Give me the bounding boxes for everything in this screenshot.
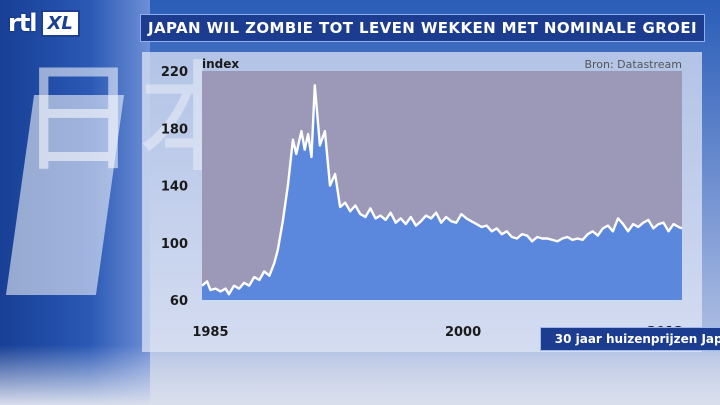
headline-text: JAPAN WIL ZOMBIE TOT LEVEN WEKKEN MET NO…: [148, 19, 697, 37]
y-tick-label: 100: [161, 237, 188, 252]
logo-xl-text: XL: [40, 9, 80, 37]
channel-logo: rtl XL: [8, 8, 120, 38]
series-line: [201, 84, 683, 296]
y-axis-ticks: 60 100 140 180 220: [161, 65, 188, 309]
y-tick-label: 180: [161, 122, 188, 137]
y-tick-label: 220: [161, 65, 188, 80]
y-tick-label: 140: [161, 180, 188, 195]
y-axis-label: index: [202, 57, 239, 71]
source-label: Bron: Datastream: [584, 58, 682, 71]
x-tick-label: 1985: [192, 325, 228, 340]
logo-rtl-text: rtl: [8, 9, 38, 37]
chart-annotation-text: 30 jaar huizenprijzen Japan: [554, 332, 720, 346]
headline-bar: JAPAN WIL ZOMBIE TOT LEVEN WEKKEN MET NO…: [140, 14, 705, 42]
y-tick-label: 60: [170, 294, 188, 309]
background-bottom-haze: [0, 345, 720, 405]
x-tick-label: 2000: [445, 325, 481, 340]
chart-annotation-box: 30 jaar huizenprijzen Japan: [540, 327, 720, 351]
series-area: [202, 85, 682, 300]
